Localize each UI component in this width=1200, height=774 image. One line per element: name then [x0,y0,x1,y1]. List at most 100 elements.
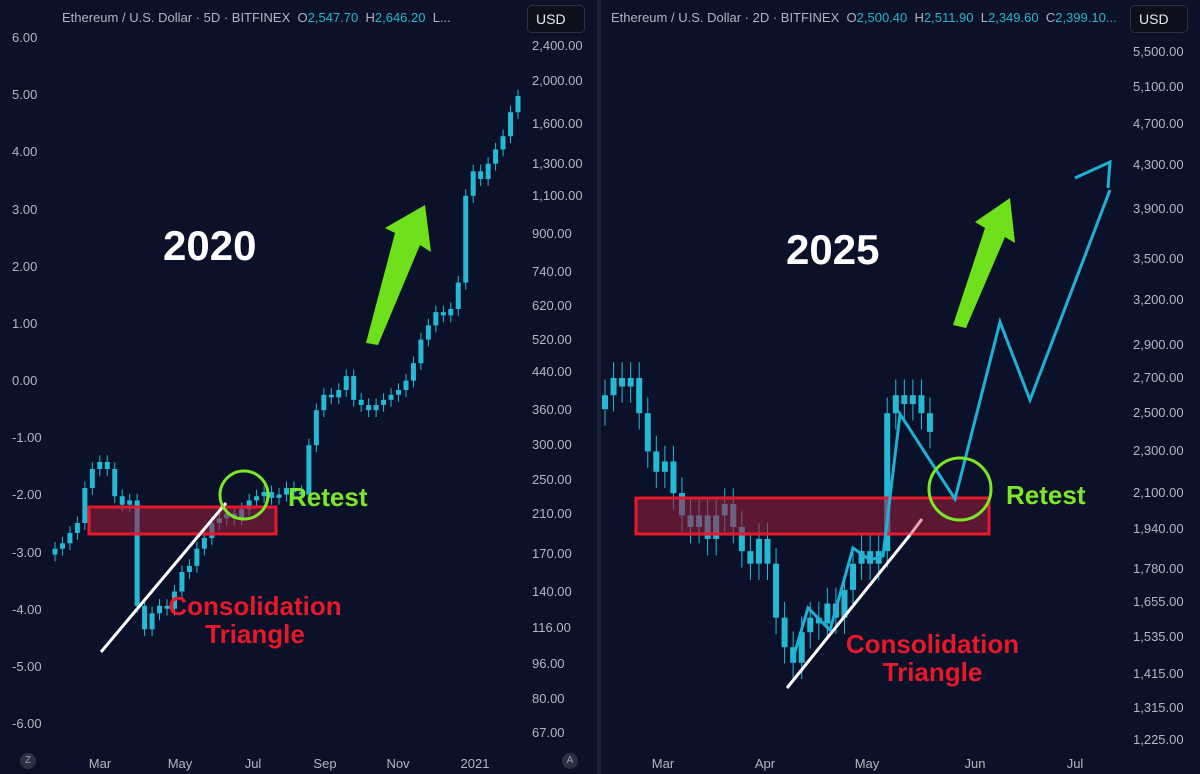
candle [373,404,379,411]
candle [336,389,342,398]
candle [515,95,521,113]
time-axis-label: Nov [386,756,410,771]
time-axis-label: Jul [1066,756,1084,771]
candle [74,523,80,533]
year-label-2025: 2025 [786,226,880,273]
candle [164,605,170,609]
price-axis-label: 210.00 [532,505,572,521]
price-axis-label: 520.00 [532,331,572,347]
candle [440,312,446,316]
chart-panel-2020[interactable] [0,0,597,774]
candle [858,551,865,564]
candle [773,563,780,618]
candle [478,171,484,180]
chart-panel-2025[interactable] [601,0,1200,774]
currency-button-right[interactable]: USD [1130,5,1188,33]
candle [142,605,148,630]
candle [824,603,831,624]
candle [127,500,133,505]
candle [403,380,409,390]
triangle-trendline-2025 [785,534,912,689]
candle [410,363,416,381]
open-label: O [846,10,857,25]
open-value: 2,500.40 [856,10,908,25]
price-axis-label: 300.00 [532,437,572,453]
high-value: 2,646.20 [374,10,426,25]
candle [867,551,874,564]
time-axis-label: May [854,756,880,771]
candle [201,538,207,549]
price-axis-label: 3,900.00 [1133,201,1184,217]
retest-circle-2020 [218,469,270,521]
candle [508,112,514,137]
left-axis-label: -5.00 [12,658,42,674]
time-axis-label: Sep [313,756,337,771]
candle [269,492,275,498]
candle [747,551,754,564]
low-label: L [980,10,988,25]
year-label-2020: 2020 [163,222,257,269]
symbol-title: Ethereum / U.S. Dollar · 5D · BITFINEX [62,10,291,25]
price-axis-label: 2,300.00 [1133,443,1184,459]
price-axis-label: 1,315.00 [1133,699,1184,715]
left-axis-label: 4.00 [12,144,38,160]
candle [171,591,177,609]
candle [764,538,771,564]
time-axis-label: Mar [88,756,112,771]
green-arrow-2020 [366,205,431,345]
candle [901,395,908,405]
candle [738,527,745,552]
price-axis-label: 2,000.00 [532,73,583,88]
candle [134,500,140,606]
candle [112,469,118,497]
candle [455,282,461,309]
triangle-text: Triangle [205,619,305,649]
projection-arrowhead [1074,159,1112,189]
candle [291,488,297,493]
left-axis-label: 6.00 [12,30,38,45]
candle [927,413,933,432]
high-label: H [365,10,375,25]
close-value: 2,399.10... [1055,10,1117,25]
price-axis-label: 360.00 [532,402,572,418]
currency-button-left[interactable]: USD [527,5,585,33]
price-axis-label: 2,500.00 [1133,405,1184,421]
time-axis-label: 2021 [460,756,490,771]
symbol-title: Ethereum / U.S. Dollar · 2D · BITFINEX [611,10,840,25]
left-axis-label: 1.00 [12,315,38,331]
price-axis-label: 5,500.00 [1133,44,1184,59]
candle [918,395,925,414]
price-axis-label: 4,300.00 [1133,156,1184,172]
candle [276,494,282,498]
price-axis-label: 3,500.00 [1133,251,1184,267]
support-zone-2025 [634,496,991,536]
candle [246,500,252,510]
zoom-toggle[interactable]: Z [20,753,36,769]
consolidation-triangle-label-2025: Consolidation Triangle [825,630,1040,686]
left-axis-label: -4.00 [12,601,42,617]
trendline-extension [908,518,924,536]
candle [909,395,916,405]
candle [619,377,626,387]
price-axis-label: 1,535.00 [1133,628,1184,644]
auto-scale-toggle[interactable]: A [562,753,578,769]
candle [493,149,499,164]
retest-circle-2025 [927,456,993,522]
time-axis-label: Apr [754,756,776,771]
candle [343,376,349,390]
candle [82,488,88,524]
candle [781,617,788,648]
candle [670,461,677,494]
price-axis-label: 80.00 [532,690,565,706]
panel-divider[interactable] [597,0,601,774]
candle [470,171,476,196]
candle [306,445,312,495]
candle [850,563,857,590]
candle [89,469,95,489]
triangle-text: Triangle [882,657,983,687]
candle [358,399,364,405]
left-axis-label: -3.00 [12,544,42,560]
open-label: O [297,10,308,25]
candle [298,492,304,495]
candle [841,589,848,618]
